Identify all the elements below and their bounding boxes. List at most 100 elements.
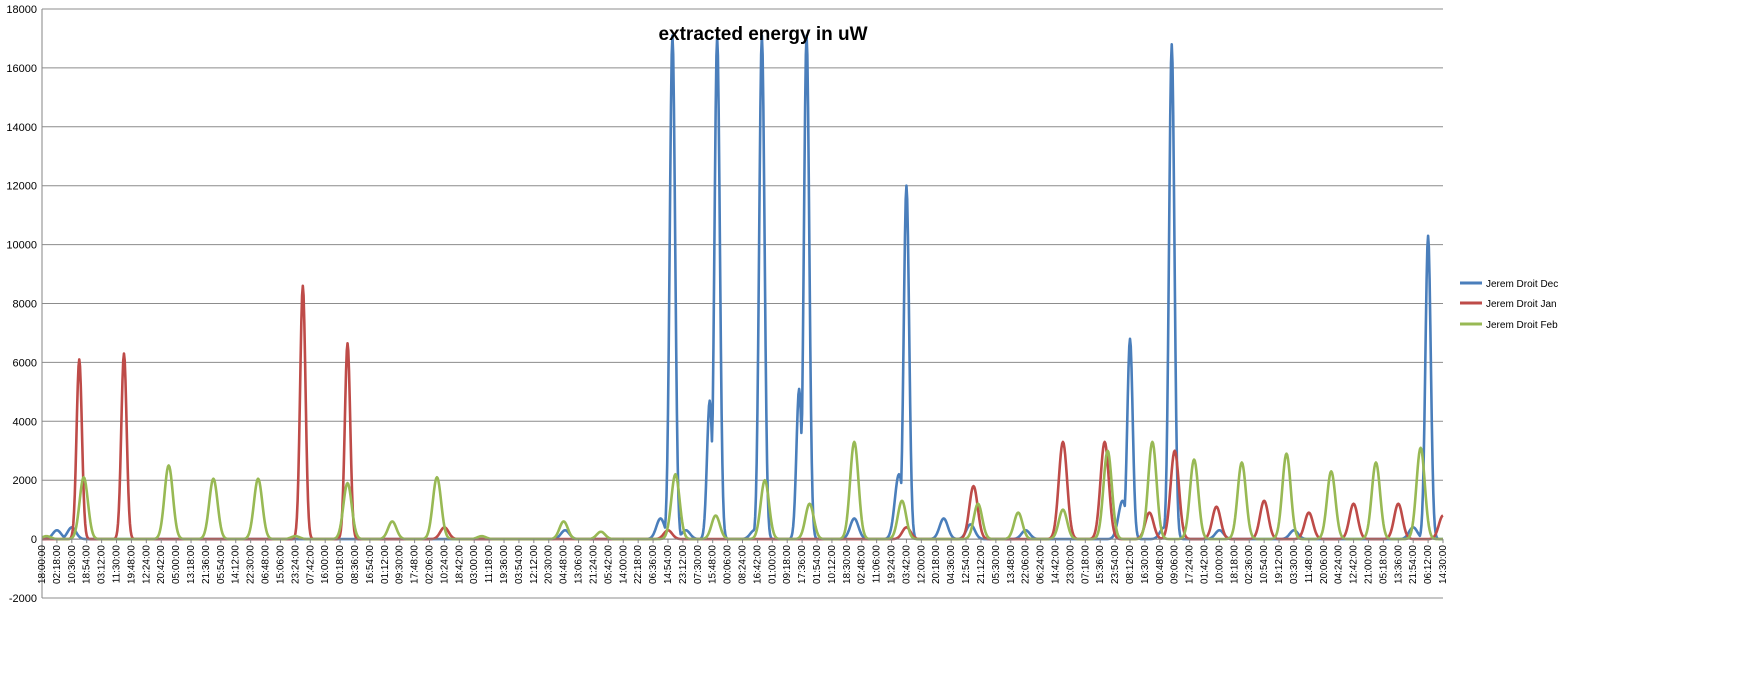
- legend-label: Jerem Droit Dec: [1486, 279, 1558, 290]
- x-tick-label: 11:48:00: [1304, 545, 1315, 584]
- x-tick-label: 01:00:00: [767, 545, 778, 584]
- x-tick-label: 18:30:00: [842, 545, 853, 584]
- x-tick-label: 03:00:00: [469, 545, 480, 584]
- x-tick-label: 12:00:00: [916, 545, 927, 584]
- x-tick-label: 09:06:00: [1170, 545, 1181, 584]
- y-tick-label: -2000: [9, 593, 37, 605]
- x-tick-label: 00:18:00: [335, 545, 346, 584]
- x-tick-label: 14:42:00: [1050, 545, 1061, 584]
- x-tick-label: 10:36:00: [67, 545, 78, 584]
- x-tick-label: 06:36:00: [648, 545, 659, 584]
- x-tick-label: 01:54:00: [812, 545, 823, 584]
- legend-label: Jerem Droit Feb: [1486, 320, 1558, 331]
- x-tick-label: 13:06:00: [574, 545, 585, 584]
- x-tick-label: 10:12:00: [827, 545, 838, 584]
- y-tick-label: 14000: [6, 122, 37, 134]
- x-tick-label: 07:42:00: [305, 545, 316, 584]
- x-tick-label: 09:30:00: [395, 545, 406, 584]
- x-tick-label: 03:42:00: [901, 545, 912, 584]
- x-tick-label: 11:06:00: [872, 545, 883, 584]
- x-tick-label: 16:00:00: [320, 545, 331, 584]
- x-tick-label: 11:18:00: [484, 545, 495, 584]
- x-tick-label: 13:36:00: [1393, 545, 1404, 584]
- x-tick-label: 05:30:00: [991, 545, 1002, 584]
- x-tick-label: 04:48:00: [559, 545, 570, 584]
- x-tick-label: 15:48:00: [708, 545, 719, 584]
- x-tick-label: 00:48:00: [1155, 545, 1166, 584]
- series-line-jerem-droit-jan: [41, 284, 1444, 541]
- x-tick-label: 18:00:00: [37, 545, 48, 584]
- x-tick-label: 20:18:00: [931, 545, 942, 584]
- y-axis-tick-labels: -2000 0 2000 4000 6000 8000 10000 12000 14000 160…: [6, 4, 37, 605]
- x-tick-label: 21:54:00: [1408, 545, 1419, 584]
- x-tick-label: 23:12:00: [678, 545, 689, 584]
- x-tick-label: 05:00:00: [171, 545, 182, 584]
- y-tick-label: 12000: [6, 181, 37, 193]
- x-tick-label: 18:18:00: [1229, 545, 1240, 584]
- x-tick-label: 14:54:00: [663, 545, 674, 584]
- x-tick-label: 21:12:00: [976, 545, 987, 584]
- x-tick-label: 01:12:00: [380, 545, 391, 584]
- x-tick-label: 12:12:00: [529, 545, 540, 584]
- x-tick-label: 21:24:00: [588, 545, 599, 584]
- x-tick-label: 19:12:00: [1274, 545, 1285, 584]
- x-tick-label: 10:00:00: [1214, 545, 1225, 584]
- x-tick-label: 05:18:00: [1378, 545, 1389, 584]
- x-tick-label: 14:00:00: [618, 545, 629, 584]
- x-tick-label: 01:42:00: [1200, 545, 1211, 584]
- x-tick-label: 00:06:00: [723, 545, 734, 584]
- x-tick-label: 08:36:00: [350, 545, 361, 584]
- legend: Jerem Droit Dec Jerem Droit Jan Jerem Droi…: [1460, 279, 1558, 331]
- x-tick-label: 19:48:00: [126, 545, 137, 584]
- x-tick-label: 13:48:00: [1006, 545, 1017, 584]
- x-tick-label: 02:06:00: [425, 545, 436, 584]
- x-tick-label: 18:42:00: [454, 545, 465, 584]
- legend-label: Jerem Droit Jan: [1486, 299, 1557, 310]
- x-tick-label: 15:36:00: [1095, 545, 1106, 584]
- x-axis-tick-labels: 18:00:00 02:18:00 10:36:00 18:54:00 03:12:00…: [37, 545, 1449, 584]
- x-tick-label: 22:18:00: [633, 545, 644, 584]
- x-tick-label: 12:42:00: [1349, 545, 1360, 584]
- axes: [41, 9, 1444, 598]
- series-line-jerem-droit-dec: [41, 34, 1444, 541]
- x-tick-label: 06:24:00: [1036, 545, 1047, 584]
- x-tick-label: 23:00:00: [1065, 545, 1076, 584]
- x-tick-label: 17:24:00: [1185, 545, 1196, 584]
- x-tick-label: 05:42:00: [603, 545, 614, 584]
- x-tick-label: 19:24:00: [887, 545, 898, 584]
- x-tick-label: 14:12:00: [231, 545, 242, 584]
- x-tick-label: 16:30:00: [1140, 545, 1151, 584]
- x-tick-label: 02:48:00: [857, 545, 868, 584]
- x-tick-label: 08:24:00: [738, 545, 749, 584]
- y-tick-label: 2000: [13, 475, 37, 487]
- x-tick-label: 04:36:00: [946, 545, 957, 584]
- x-tick-label: 16:54:00: [365, 545, 376, 584]
- x-tick-label: 20:06:00: [1319, 545, 1330, 584]
- x-tick-label: 13:18:00: [186, 545, 197, 584]
- x-tick-label: 07:30:00: [693, 545, 704, 584]
- x-tick-label: 05:54:00: [216, 545, 227, 584]
- y-tick-label: 8000: [13, 299, 37, 311]
- x-tick-label: 10:54:00: [1259, 545, 1270, 584]
- x-tick-label: 23:54:00: [1110, 545, 1121, 584]
- x-tick-label: 07:18:00: [1080, 545, 1091, 584]
- x-tick-label: 23:24:00: [290, 545, 301, 584]
- x-tick-label: 22:30:00: [246, 545, 257, 584]
- x-tick-label: 06:12:00: [1423, 545, 1434, 584]
- x-tick-label: 14:30:00: [1438, 545, 1449, 584]
- x-tick-label: 02:36:00: [1244, 545, 1255, 584]
- x-tick-label: 22:06:00: [1021, 545, 1032, 584]
- x-tick-label: 12:54:00: [961, 545, 972, 584]
- y-tick-label: 6000: [13, 357, 37, 369]
- x-tick-label: 17:36:00: [797, 545, 808, 584]
- x-tick-label: 18:54:00: [82, 545, 93, 584]
- x-tick-label: 10:24:00: [439, 545, 450, 584]
- y-tick-label: 10000: [6, 240, 37, 252]
- x-tick-label: 11:30:00: [112, 545, 123, 584]
- x-tick-label: 03:54:00: [514, 545, 525, 584]
- x-tick-label: 08:12:00: [1125, 545, 1136, 584]
- x-tick-label: 04:24:00: [1334, 545, 1345, 584]
- x-tick-label: 15:06:00: [275, 545, 286, 584]
- x-tick-label: 17:48:00: [410, 545, 421, 584]
